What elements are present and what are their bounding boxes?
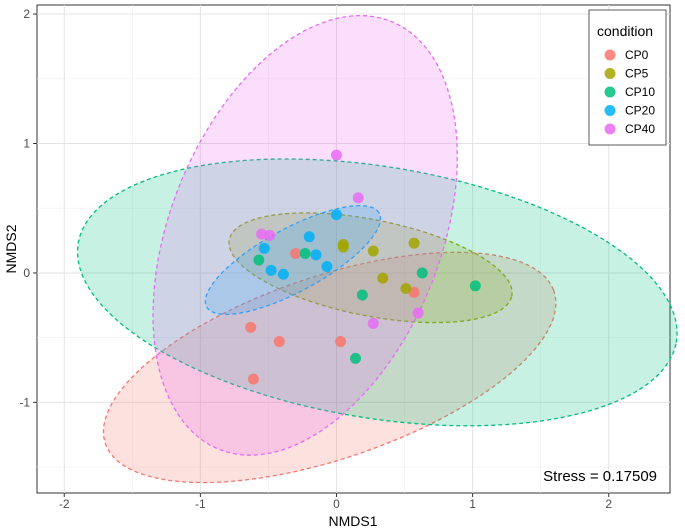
- point-cp40: [352, 192, 364, 204]
- point-cp5: [400, 282, 412, 294]
- point-cp5: [337, 238, 349, 250]
- confidence-ellipses: [76, 14, 678, 484]
- ellipse-cp20: [204, 204, 382, 316]
- y-axis-title: NMDS2: [3, 224, 19, 273]
- ellipse-cp0: [102, 251, 557, 484]
- legend-key-cp20: [604, 105, 616, 116]
- point-cp0: [247, 373, 259, 385]
- legend-box: [588, 9, 667, 146]
- plot-panel: [36, 4, 671, 494]
- data-points: [245, 149, 481, 385]
- point-cp20: [330, 209, 342, 221]
- point-cp20: [310, 249, 322, 261]
- point-cp5: [367, 245, 379, 257]
- ellipse-cp5: [228, 212, 513, 324]
- y-tick-label: -1: [19, 395, 30, 409]
- legend-label-cp40: CP40: [625, 122, 655, 136]
- point-cp0: [335, 336, 347, 348]
- point-cp5: [377, 272, 389, 284]
- point-cp10: [350, 352, 362, 364]
- point-cp5: [408, 237, 420, 249]
- axes: -2 -1 0 1 2 -1 0 1 2: [19, 7, 612, 511]
- y-tick-label: 2: [23, 7, 30, 21]
- point-cp0: [408, 286, 420, 298]
- legend-items: CP0 CP5 CP10 CP20 CP40: [604, 48, 655, 136]
- legend-key-cp10: [604, 86, 616, 98]
- legend: condition CP0 CP5 CP10 CP20 CP40: [588, 9, 667, 146]
- point-cp40: [256, 228, 268, 240]
- point-cp40: [330, 149, 342, 161]
- x-axis-title: NMDS1: [328, 513, 377, 529]
- x-tick-label: 0: [333, 497, 340, 511]
- x-tick-label: -1: [195, 497, 206, 511]
- legend-key-cp5: [604, 68, 616, 79]
- legend-label-cp0: CP0: [625, 48, 649, 62]
- legend-title: condition: [597, 23, 653, 39]
- point-cp10: [469, 280, 481, 292]
- x-tick-label: -2: [59, 497, 70, 511]
- y-tick-label: 0: [23, 266, 30, 280]
- point-cp20: [277, 268, 289, 280]
- point-cp10: [253, 254, 265, 266]
- point-cp40: [264, 229, 276, 241]
- legend-label-cp5: CP5: [625, 67, 649, 81]
- point-cp20: [303, 231, 315, 243]
- legend-key-cp0: [604, 49, 616, 61]
- x-tick-label: 2: [605, 497, 612, 511]
- point-cp0: [245, 321, 257, 333]
- y-tick-label: 1: [23, 137, 30, 151]
- point-cp10: [416, 267, 428, 279]
- legend-label-cp10: CP10: [625, 85, 655, 99]
- point-cp20: [258, 242, 270, 254]
- point-cp10: [299, 248, 311, 260]
- ellipse-cp10: [76, 158, 678, 427]
- point-cp0: [273, 336, 285, 348]
- stress-annotation: Stress = 0.17509: [543, 468, 657, 485]
- point-cp0: [290, 248, 302, 260]
- point-cp20: [265, 264, 277, 276]
- point-cp40: [412, 307, 424, 319]
- point-cp20: [321, 260, 333, 272]
- legend-key-cp40: [604, 123, 616, 135]
- legend-label-cp20: CP20: [625, 104, 655, 118]
- point-cp10: [356, 289, 368, 301]
- point-cp40: [367, 317, 379, 329]
- x-tick-label: 1: [469, 497, 476, 511]
